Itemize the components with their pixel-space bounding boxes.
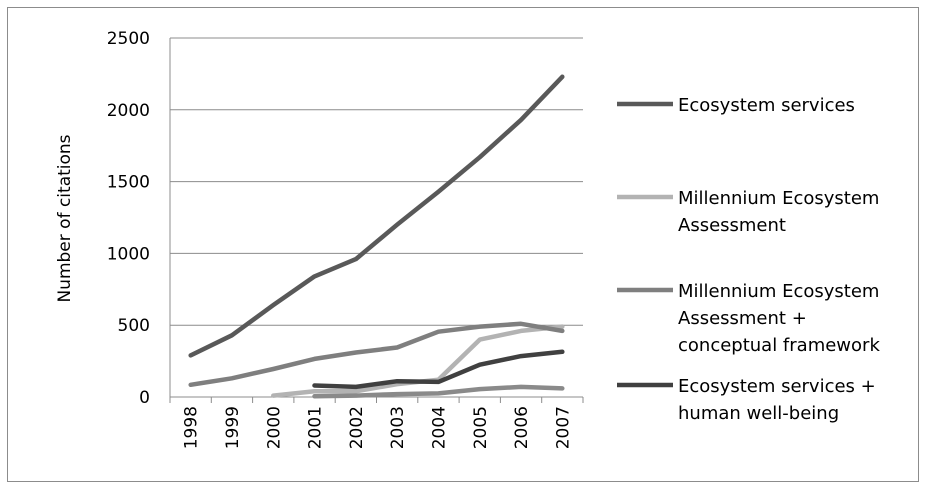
legend-label: conceptual framework: [678, 335, 880, 356]
y-tick-label: 500: [118, 316, 150, 336]
x-tick-label: 2004: [429, 406, 449, 449]
x-tick-labels: 1998 1999 2000 2001 2002 2003 2004 2005 2006 2007: [182, 406, 574, 449]
legend: Ecosystem services Millennium Ecosystem As…: [617, 95, 880, 424]
x-tick-label: 2000: [264, 406, 284, 449]
gridlines: [170, 37, 583, 326]
x-tick-label: 2007: [553, 406, 573, 449]
legend-label: Ecosystem services: [678, 95, 855, 116]
x-tick-label: 1998: [182, 406, 202, 449]
legend-label: human well-being: [678, 403, 839, 424]
x-tick-label: 2003: [388, 406, 408, 449]
y-tick-label: 1000: [107, 244, 150, 264]
y-tick-label: 2000: [107, 101, 150, 121]
y-axis-label: Number of citations: [55, 134, 75, 302]
legend-label: Assessment: [678, 215, 786, 236]
y-tick-label: 2500: [107, 29, 150, 49]
x-tick-label: 2006: [512, 406, 532, 449]
series-line-ecosystem-services: [188, 74, 565, 358]
legend-label: Ecosystem services +: [678, 376, 876, 397]
x-tick-label: 2005: [471, 406, 491, 449]
series-line-ecosystem-services-human-well-being: [312, 349, 565, 390]
y-tick-label: 0: [139, 388, 150, 408]
y-tick-label: 1500: [107, 173, 150, 193]
series-lines: [188, 74, 565, 399]
legend-label: Assessment +: [678, 308, 807, 329]
series-line-millennium-ecosystem-assessment-conceptual-framework: [188, 321, 565, 388]
series-line-unlabeled: [312, 384, 565, 399]
chart-frame: [7, 7, 919, 482]
x-tick-label: 2002: [347, 406, 367, 449]
legend-label: Millennium Ecosystem: [678, 281, 879, 302]
legend-label: Millennium Ecosystem: [678, 188, 879, 209]
y-tick-labels: 0 500 1000 1500 2000 2500: [107, 29, 150, 408]
x-tick-label: 1999: [223, 406, 243, 449]
x-tick-label: 2001: [306, 406, 326, 449]
